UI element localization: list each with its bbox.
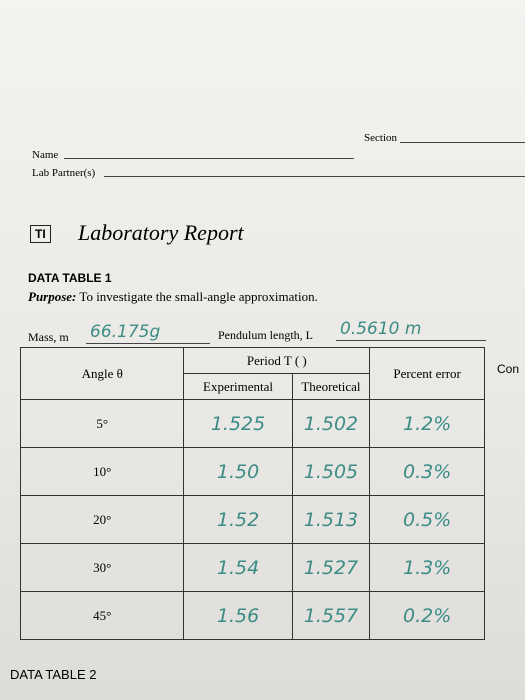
subheader-row: Experimental Theoretical [21, 373, 485, 400]
experimental-cell: 1.50 [183, 447, 293, 496]
angle-cell: 5° [19, 399, 185, 448]
angle-cell: 20° [19, 495, 185, 544]
name-label: Name [32, 149, 59, 161]
data-row: 10° 1.50 1.505 0.3% [19, 447, 485, 496]
purpose: Purpose: To investigate the small-angle … [28, 289, 318, 305]
experimental-cell: 1.525 [183, 399, 293, 448]
table2-heading: DATA TABLE 2 [10, 667, 97, 682]
mass-value: 66.175g [90, 322, 161, 342]
period-header: Period T ( ) [183, 347, 371, 374]
data-row: 45° 1.56 1.557 0.2% [19, 591, 485, 640]
lab-partners-label: Lab Partner(s) [32, 167, 96, 179]
length-label: Pendulum length, L [218, 328, 313, 342]
data-row: 5° 1.525 1.502 1.2% [19, 399, 485, 448]
theoretical-cell: 1.557 [291, 591, 371, 640]
data-table: Angle θ Period T ( ) Percent error Exper… [19, 347, 485, 640]
percent-cell: 1.3% [369, 543, 485, 592]
mass-line [86, 343, 210, 344]
experimental-header: Experimental [183, 373, 293, 400]
data-row: 30° 1.54 1.527 1.3% [19, 543, 485, 592]
cutoff-text: Con [497, 362, 520, 376]
section-line [400, 142, 525, 143]
section-label: Section [364, 132, 397, 144]
angle-cell: 45° [19, 591, 185, 640]
percent-header: Percent error [369, 347, 485, 400]
percent-cell: 0.2% [369, 591, 485, 640]
length-line [336, 340, 486, 341]
report-title: Laboratory Report [78, 220, 244, 245]
theoretical-header: Theoretical [291, 373, 371, 400]
purpose-text: To investigate the small-angle approxima… [79, 289, 318, 304]
theoretical-cell: 1.527 [291, 543, 371, 592]
length-value: 0.5610 m [340, 319, 422, 339]
theoretical-cell: 1.502 [291, 399, 371, 448]
data-row: 20° 1.52 1.513 0.5% [19, 495, 485, 544]
angle-cell: 10° [19, 447, 185, 496]
name-line [64, 158, 354, 159]
mass-label: Mass, m [28, 330, 69, 344]
experimental-cell: 1.54 [183, 543, 293, 592]
angle-cell: 30° [19, 543, 185, 592]
percent-cell: 0.3% [369, 447, 485, 496]
table-body: Angle θ Period T ( ) Percent error Exper… [19, 347, 485, 640]
theoretical-cell: 1.513 [291, 495, 371, 544]
header-row: Angle θ Period T ( ) Percent error [19, 347, 485, 400]
theoretical-cell: 1.505 [291, 447, 371, 496]
angle-header: Angle θ [19, 347, 185, 400]
ti-badge: TI [30, 225, 51, 243]
experimental-cell: 1.52 [183, 495, 293, 544]
experimental-cell: 1.56 [183, 591, 293, 640]
percent-cell: 0.5% [369, 495, 485, 544]
purpose-label: Purpose: [28, 289, 77, 304]
table1-heading: DATA TABLE 1 [28, 271, 112, 285]
partners-line [104, 176, 525, 177]
percent-cell: 1.2% [369, 399, 485, 448]
